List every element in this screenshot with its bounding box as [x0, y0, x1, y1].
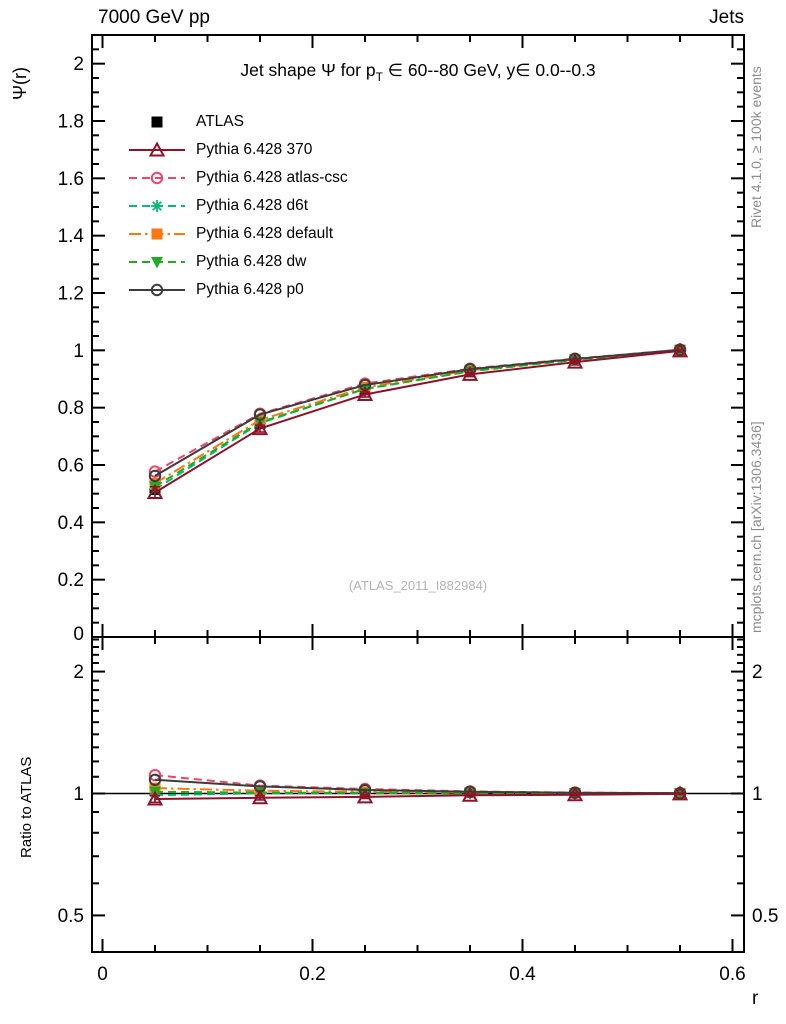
plot-title-pre: Jet shape Ψ for p: [240, 60, 376, 80]
svg-text:0.4: 0.4: [58, 513, 85, 534]
mc-line-marker-icon: [129, 171, 185, 185]
mc-line-marker-icon: [129, 141, 185, 157]
plot-title-subscript: T: [375, 70, 383, 84]
legend-item: Pythia 6.428 370: [128, 136, 348, 164]
svg-text:0: 0: [73, 624, 84, 645]
svg-text:0.2: 0.2: [58, 570, 84, 591]
svg-text:1.8: 1.8: [58, 112, 84, 133]
mc-line-marker-icon: [129, 200, 185, 212]
mc-line-marker-icon: [129, 257, 185, 269]
mc-line-marker-icon: [129, 283, 185, 297]
legend-item: Pythia 6.428 atlas-csc: [128, 164, 348, 192]
svg-text:1.4: 1.4: [58, 226, 85, 247]
series-pythia-6-428-atlas-csc: [148, 343, 687, 800]
svg-text:1: 1: [73, 784, 84, 805]
legend-item: Pythia 6.428 p0: [128, 276, 348, 304]
svg-text:1.2: 1.2: [58, 284, 84, 305]
series-pythia-6-428-p0: [148, 343, 687, 800]
plot-title-post: ∈ 60--80 GeV, y∈ 0.0--0.3: [382, 60, 596, 80]
svg-text:0.5: 0.5: [58, 906, 84, 927]
svg-text:0: 0: [97, 964, 108, 985]
axes: 0 0.2 0.4 0.6 0.2 0.4 0.6 0.8 1 1.2 1.4 1.6 1.8 2 0 0.5…: [58, 34, 778, 985]
svg-text:1: 1: [73, 341, 84, 362]
svg-text:0.2: 0.2: [299, 964, 325, 985]
series-pythia-6-428-d6t: [149, 344, 686, 802]
legend-item-label: Pythia 6.428 dw: [196, 253, 307, 270]
svg-text:0.6: 0.6: [719, 964, 745, 985]
svg-text:1.6: 1.6: [58, 169, 84, 190]
series-pythia-6-428-dw: [149, 345, 686, 800]
analysis-id-watermark: (ATLAS_2011_I882984): [348, 578, 488, 593]
mc-line-marker-icon: [129, 228, 185, 240]
analysis-group-label: Jets: [709, 7, 744, 28]
series-atlas: [149, 344, 686, 496]
svg-text:0.6: 0.6: [58, 456, 84, 477]
plot-title: Jet shape Ψ for pT ∈ 60--80 GeV, y∈ 0.0-…: [92, 60, 744, 84]
legend-item-label: Pythia 6.428 d6t: [196, 197, 309, 214]
legend-item: Pythia 6.428 d6t: [128, 192, 348, 220]
legend-item-label: ATLAS: [196, 113, 244, 130]
legend-item: ATLAS: [128, 108, 348, 136]
svg-text:0.4: 0.4: [509, 964, 536, 985]
legend-item-label: Pythia 6.428 p0: [196, 281, 304, 298]
legend-item-label: Pythia 6.428 atlas-csc: [196, 169, 348, 186]
svg-text:2: 2: [752, 662, 763, 683]
legend-item: Pythia 6.428 default: [128, 220, 348, 248]
svg-text:2: 2: [73, 54, 84, 75]
x-axis-title: r: [752, 988, 759, 1009]
series-pythia-6-428-default: [149, 344, 686, 799]
data-marker-icon: [151, 116, 163, 128]
svg-text:2: 2: [73, 662, 84, 683]
legend-item: Pythia 6.428 dw: [128, 248, 348, 276]
legend-item-label: Pythia 6.428 370: [196, 141, 313, 158]
legend: ATLAS Pythia 6.428 370 Pythia 6.428 atlas-…: [128, 108, 348, 304]
svg-text:0.8: 0.8: [58, 398, 84, 419]
series-pythia-6-428-370: [146, 342, 689, 806]
svg-text:1: 1: [752, 784, 763, 805]
beam-energy-label: 7000 GeV pp: [98, 7, 210, 28]
legend-item-label: Pythia 6.428 default: [196, 225, 334, 242]
svg-text:0.5: 0.5: [752, 906, 778, 927]
